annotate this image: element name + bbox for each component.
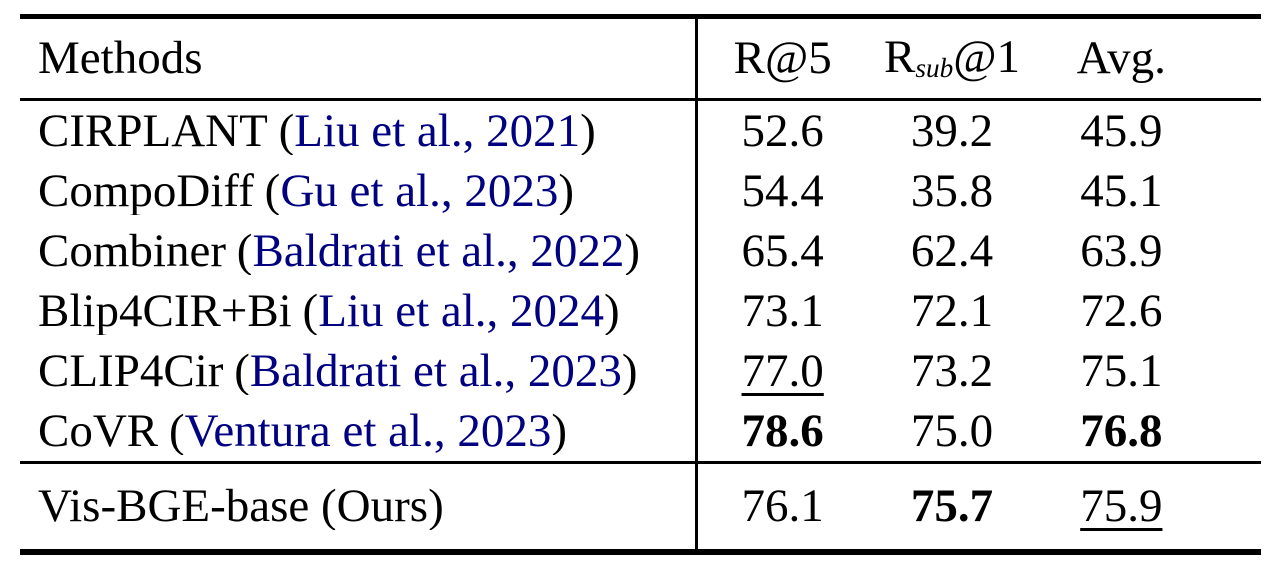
metrics-group: 54.4 35.8 45.1 xyxy=(695,161,1261,221)
method-name: CompoDiff xyxy=(38,167,254,215)
table-row: CLIP4Cir (Baldrati et al., 2023) 77.0 73.… xyxy=(20,341,1261,401)
metric-rsub1: 73.2 xyxy=(910,344,994,397)
table-row: CoVR (Ventura et al., 2023) 78.6 75.0 76.… xyxy=(20,401,1261,461)
citation-link[interactable]: Baldrati et al., 2023 xyxy=(249,347,622,395)
metric-r5: 78.6 xyxy=(741,404,824,457)
column-header-r5: R@5 xyxy=(733,32,832,84)
method-cell: Blip4CIR+Bi (Liu et al., 2024) xyxy=(20,288,695,335)
metric-rsub1: 75.7 xyxy=(910,480,994,532)
citation-group: (Baldrati et al., 2022) xyxy=(237,228,640,275)
metrics-group: 76.1 75.7 75.9 xyxy=(695,464,1261,549)
section-rule xyxy=(20,461,1261,464)
bottom-rule xyxy=(20,549,1261,555)
metric-rsub1: 72.1 xyxy=(910,284,994,337)
metric-value-underlined: 77.0 xyxy=(741,344,824,397)
open-paren: ( xyxy=(168,407,185,455)
metric-rsub1: 35.8 xyxy=(910,164,994,217)
metric-avg: 75.9 xyxy=(1037,483,1206,530)
close-paren: ) xyxy=(624,227,641,275)
metrics-group: 65.4 62.4 63.9 xyxy=(695,221,1261,281)
metric-r5: 54.4 xyxy=(741,164,824,217)
method-name: CLIP4Cir xyxy=(38,347,224,395)
rsub-subscript: sub xyxy=(915,53,954,84)
open-paren: ( xyxy=(234,347,250,395)
citation-link[interactable]: Ventura et al., 2023 xyxy=(184,407,552,455)
header-rule xyxy=(20,98,1261,101)
table-row: CIRPLANT (Liu et al., 2021) 52.6 39.2 45.… xyxy=(20,101,1261,161)
column-header-avg: Avg. xyxy=(1076,32,1166,84)
citation-group: (Liu et al., 2021) xyxy=(279,108,596,155)
metrics-group: 52.6 39.2 45.9 xyxy=(695,101,1261,161)
method-name: CIRPLANT xyxy=(38,107,268,155)
citation-group: (Gu et al., 2023) xyxy=(265,168,574,215)
metric-r5: 52.6 xyxy=(741,104,824,157)
close-paren: ) xyxy=(551,407,568,455)
metric-avg: 75.1 xyxy=(1080,344,1163,397)
method-cell: CIRPLANT (Liu et al., 2021) xyxy=(20,108,695,155)
close-paren: ) xyxy=(558,167,575,215)
citation-link[interactable]: Liu et al., 2024 xyxy=(318,287,605,335)
rsub-tail: @1 xyxy=(953,31,1020,84)
open-paren: ( xyxy=(236,227,253,275)
top-rule xyxy=(20,14,1261,19)
close-paren: ) xyxy=(580,107,596,155)
citation-group: (Ventura et al., 2023) xyxy=(169,408,567,455)
open-paren: ( xyxy=(278,107,295,155)
method-cell: Combiner (Baldrati et al., 2022) xyxy=(20,228,695,275)
table-header-row: Methods R@5 Rsub@1 Avg. xyxy=(20,19,1261,98)
table-row: Blip4CIR+Bi (Liu et al., 2024) 73.1 72.1 … xyxy=(20,281,1261,341)
metric-avg: 76.8 xyxy=(1080,404,1163,457)
metric-r5: 77.0 xyxy=(698,344,867,397)
close-paren: ) xyxy=(621,347,638,395)
citation-group: (Liu et al., 2024) xyxy=(303,288,620,335)
method-name: Blip4CIR+Bi xyxy=(38,287,292,335)
metric-r5: 73.1 xyxy=(741,284,824,337)
citation-link[interactable]: Gu et al., 2023 xyxy=(280,167,559,215)
method-name: Combiner xyxy=(38,227,226,275)
ours-table-row: Vis-BGE-base (Ours) 76.1 75.7 75.9 xyxy=(20,464,1261,549)
metric-rsub1: 75.0 xyxy=(910,404,994,457)
citation-group: (Baldrati et al., 2023) xyxy=(234,348,637,395)
method-name: Vis-BGE-base (Ours) xyxy=(38,483,444,530)
open-paren: ( xyxy=(302,287,319,335)
results-table: Methods R@5 Rsub@1 Avg. CIRPLANT (Liu et … xyxy=(20,14,1261,555)
method-cell: CLIP4Cir (Baldrati et al., 2023) xyxy=(20,348,695,395)
column-header-methods: Methods xyxy=(38,35,203,82)
metrics-group: 77.0 73.2 75.1 xyxy=(695,341,1261,401)
method-cell: CoVR (Ventura et al., 2023) xyxy=(20,408,695,455)
column-header-rsub1: Rsub@1 xyxy=(867,34,1036,82)
close-paren: ) xyxy=(604,287,620,335)
table-row: Combiner (Baldrati et al., 2022) 65.4 62.… xyxy=(20,221,1261,281)
metric-avg: 63.9 xyxy=(1080,224,1163,277)
metrics-group: 73.1 72.1 72.6 xyxy=(695,281,1261,341)
metrics-group: 78.6 75.0 76.8 xyxy=(695,401,1261,461)
metric-r5: 65.4 xyxy=(741,224,824,277)
metric-rsub1: 39.2 xyxy=(910,104,994,157)
metric-avg: 45.9 xyxy=(1080,104,1163,157)
table-row: CompoDiff (Gu et al., 2023) 54.4 35.8 45.… xyxy=(20,161,1261,221)
metric-avg: 72.6 xyxy=(1080,284,1163,337)
metrics-group-header: R@5 Rsub@1 Avg. xyxy=(695,19,1261,98)
metric-avg: 45.1 xyxy=(1080,164,1163,217)
method-cell: CompoDiff (Gu et al., 2023) xyxy=(20,168,695,215)
method-name: CoVR xyxy=(38,407,159,455)
rsub-base: R xyxy=(883,31,916,84)
citation-link[interactable]: Liu et al., 2021 xyxy=(294,107,581,155)
citation-link[interactable]: Baldrati et al., 2022 xyxy=(252,227,625,275)
method-cell: Vis-BGE-base (Ours) xyxy=(20,483,695,530)
metric-r5: 76.1 xyxy=(741,480,824,532)
open-paren: ( xyxy=(264,167,281,215)
metric-value-underlined: 75.9 xyxy=(1080,480,1163,532)
metric-rsub1: 62.4 xyxy=(910,224,994,277)
